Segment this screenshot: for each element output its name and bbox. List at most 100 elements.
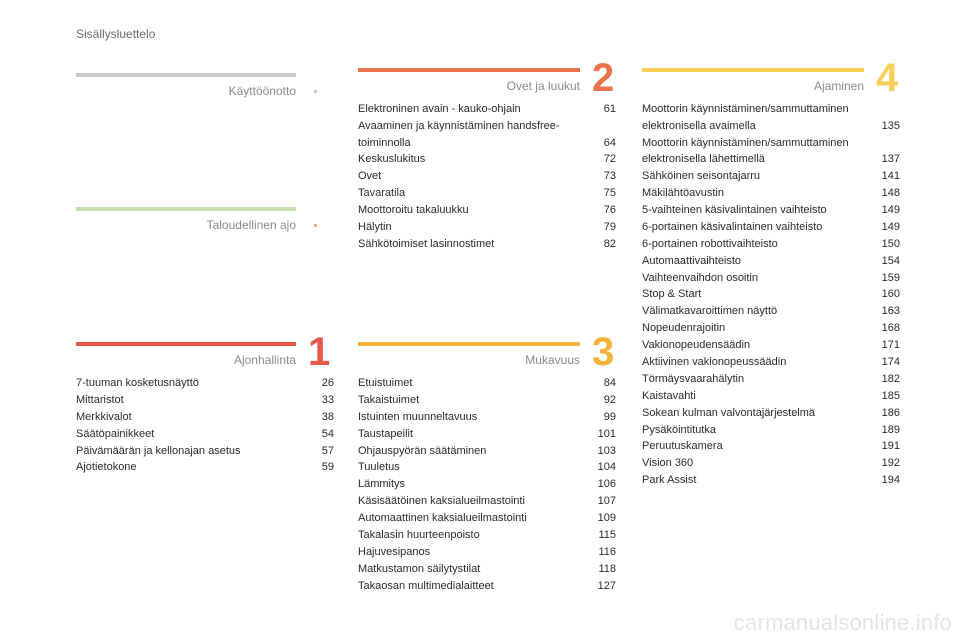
toc-entry[interactable]: Lämmitys 106	[358, 476, 616, 493]
toc-entry-page-number: 160	[881, 288, 900, 301]
toc-entry[interactable]: Päivämäärän ja kellonajan asetus 57	[76, 443, 334, 460]
toc-entry[interactable]: Ohjauspyörän säätäminen 103	[358, 443, 616, 460]
section-bar	[76, 73, 296, 77]
section-header-kayttoonotto: Käyttöönotto	[76, 73, 317, 105]
toc-entry[interactable]: Säätöpainikkeet 54	[76, 426, 334, 443]
toc-entry-label: Automaattinen kaksialueilmastointi	[358, 512, 527, 525]
toc-entry-page-number: 115	[598, 529, 616, 542]
toc-entry-label: Stop & Start	[642, 288, 702, 301]
toc-entry[interactable]: 5-vaihteinen käsivalintainen vaihteisto 1…	[642, 202, 900, 219]
toc-entry[interactable]: Automaattinen kaksialueilmastointi 109	[358, 510, 616, 527]
toc-entry-label: 6-portainen käsivalintainen vaihteisto	[642, 220, 823, 233]
toc-entry[interactable]: Avaaminen ja käynnistäminen handsfree-to…	[358, 118, 616, 151]
toc-entry[interactable]: Takalasin huurteenpoisto 115	[358, 527, 616, 544]
section-header-taloudellinen-ajo: Taloudellinen ajo	[76, 207, 317, 239]
toc-entry[interactable]: Sähkötoimiset lasinnostimet 82	[358, 236, 616, 253]
toc-entry[interactable]: Automaattivaihteisto 154	[642, 253, 900, 270]
toc-entry-label: Moottorin käynnistäminen/sammuttaminen e…	[642, 103, 849, 132]
toc-entry[interactable]: Taustapeilit 101	[358, 426, 616, 443]
toc-entry-page-number: 174	[881, 355, 900, 368]
toc-entry-label: Hajuvesipanos	[358, 545, 431, 558]
toc-entry[interactable]: Käsisäätöinen kaksialueilmastointi 107	[358, 493, 616, 510]
toc-entry[interactable]: Matkustamon säilytystilat 118	[358, 561, 616, 578]
section-header-ovet-ja-luukut: Ovet ja luukut 2	[358, 58, 614, 100]
toc-entry[interactable]: Aktiivinen vakionopeussäädin 174	[642, 354, 900, 371]
toc-entry-label: Park Assist	[642, 474, 697, 487]
toc-entry-page-number: 194	[881, 474, 900, 487]
toc-entry[interactable]: Hälytin 79	[358, 219, 616, 236]
toc-entry[interactable]: Moottoroitu takaluukku 76	[358, 202, 616, 219]
toc-entry[interactable]: Ajotietokone 59	[76, 459, 334, 476]
toc-entry-page-number: 92	[603, 393, 616, 406]
toc-entry[interactable]: Ovet 73	[358, 168, 616, 185]
toc-entry[interactable]: Pysäköintitutka 189	[642, 422, 900, 439]
toc-entry-page-number: 73	[603, 170, 616, 183]
toc-entry[interactable]: Törmäysvaarahälytin 182	[642, 371, 900, 388]
toc-entry[interactable]: Tavaratila 75	[358, 185, 616, 202]
toc-entry[interactable]: Tuuletus 104	[358, 459, 616, 476]
toc-entry[interactable]: Etuistuimet 84	[358, 375, 616, 392]
toc-entry[interactable]: Takaistuimet 92	[358, 392, 616, 409]
toc-entry[interactable]: Merkkivalot 38	[76, 409, 334, 426]
toc-entry-label: Moottoroitu takaluukku	[358, 204, 469, 217]
toc-entry-page-number: 116	[598, 545, 616, 558]
toc-entry[interactable]: Moottorin käynnistäminen/sammuttaminen e…	[642, 135, 900, 168]
toc-entry-page-number: 101	[597, 427, 616, 440]
section-title: Käyttöönotto	[228, 84, 296, 98]
toc-entry[interactable]: Sähköinen seisontajarru 141	[642, 168, 900, 185]
toc-entry-page-number: 26	[321, 377, 334, 389]
toc-entry-page-number: 54	[321, 427, 334, 440]
toc-entry-label: Tuuletus	[358, 461, 400, 474]
toc-entry[interactable]: Sokean kulman valvontajärjestelmä 186	[642, 405, 900, 422]
toc-entry-label: Päivämäärän ja kellonajan asetus	[76, 444, 241, 457]
section-header-ajaminen: Ajaminen 4	[642, 58, 898, 100]
toc-entry[interactable]: Park Assist 194	[642, 472, 900, 489]
toc-entry-label: Ajotietokone	[76, 461, 137, 474]
toc-entry-label: Tavaratila	[358, 187, 406, 200]
watermark: carmanualsonline.info	[733, 610, 952, 635]
toc-entry-label: Automaattivaihteisto	[642, 254, 742, 267]
toc-entry[interactable]: Peruutuskamera 191	[642, 438, 900, 455]
toc-entry[interactable]: Kaistavahti 185	[642, 388, 900, 405]
toc-entry-page-number: 168	[881, 322, 900, 335]
toc-entry-label: 7-tuuman kosketusnäyttö	[76, 377, 199, 389]
section-number: 1	[308, 330, 331, 374]
toc-entry-page-number: 148	[881, 187, 900, 200]
toc-entry-label: Sokean kulman valvontajärjestelmä	[642, 406, 816, 419]
toc-entry-page-number: 109	[597, 512, 616, 525]
toc-entry-page-number: 84	[603, 377, 616, 389]
toc-entry-label: Matkustamon säilytystilat	[358, 562, 481, 575]
toc-entry[interactable]: Vakionopeudensäädin 171	[642, 337, 900, 354]
toc-entry[interactable]: Vision 360 192	[642, 455, 900, 472]
toc-entry-page-number: 72	[603, 153, 616, 166]
section-title: Ovet ja luukut	[506, 79, 580, 93]
toc-entry[interactable]: Mittaristot 33	[76, 392, 334, 409]
toc-entry[interactable]: Mäkilähtöavustin 148	[642, 185, 900, 202]
toc-entry[interactable]: Välimatkavaroittimen näyttö 163	[642, 303, 900, 320]
toc-entry-label: Merkkivalot	[76, 410, 132, 423]
toc-entry[interactable]: Stop & Start 160	[642, 286, 900, 303]
toc-entry[interactable]: Keskuslukitus 72	[358, 151, 616, 168]
toc-entry[interactable]: Moottorin käynnistäminen/sammuttaminen e…	[642, 101, 900, 134]
toc-list-mukavuus: Etuistuimet 84 Takaistuimet 92 Istuinten muu…	[358, 375, 616, 595]
toc-entry[interactable]: Hajuvesipanos 116	[358, 544, 616, 561]
toc-entry-page-number: 135	[881, 119, 900, 132]
section-header-ajonhallinta: Ajonhallinta 1	[76, 332, 330, 374]
section-number: 2	[592, 56, 615, 100]
toc-entry[interactable]: Nopeudenrajoitin 168	[642, 320, 900, 337]
toc-entry[interactable]: 6-portainen robottivaihteisto 150	[642, 236, 900, 253]
toc-entry-label: Keskuslukitus	[358, 153, 426, 166]
toc-entry[interactable]: Vaihteenvaihdon osoitin 159	[642, 270, 900, 287]
toc-entry-label: Nopeudenrajoitin	[642, 322, 726, 335]
toc-entry[interactable]: Istuinten muunneltavuus 99	[358, 409, 616, 426]
toc-entry[interactable]: 7-tuuman kosketusnäyttö 26	[76, 375, 334, 392]
toc-entry-label: 6-portainen robottivaihteisto	[642, 237, 778, 250]
toc-entry[interactable]: Elektroninen avain - kauko-ohjain 61	[358, 101, 616, 118]
toc-entry-page-number: 150	[881, 237, 900, 250]
toc-entry-label: Törmäysvaarahälytin	[642, 372, 745, 385]
toc-entry-label: Peruutuskamera	[642, 440, 723, 453]
toc-entry-label: Takaistuimet	[358, 393, 420, 406]
toc-entry[interactable]: 6-portainen käsivalintainen vaihteisto 14…	[642, 219, 900, 236]
toc-entry[interactable]: Takaosan multimedialaitteet 127	[358, 578, 616, 595]
toc-entry-page-number: 137	[881, 153, 900, 166]
